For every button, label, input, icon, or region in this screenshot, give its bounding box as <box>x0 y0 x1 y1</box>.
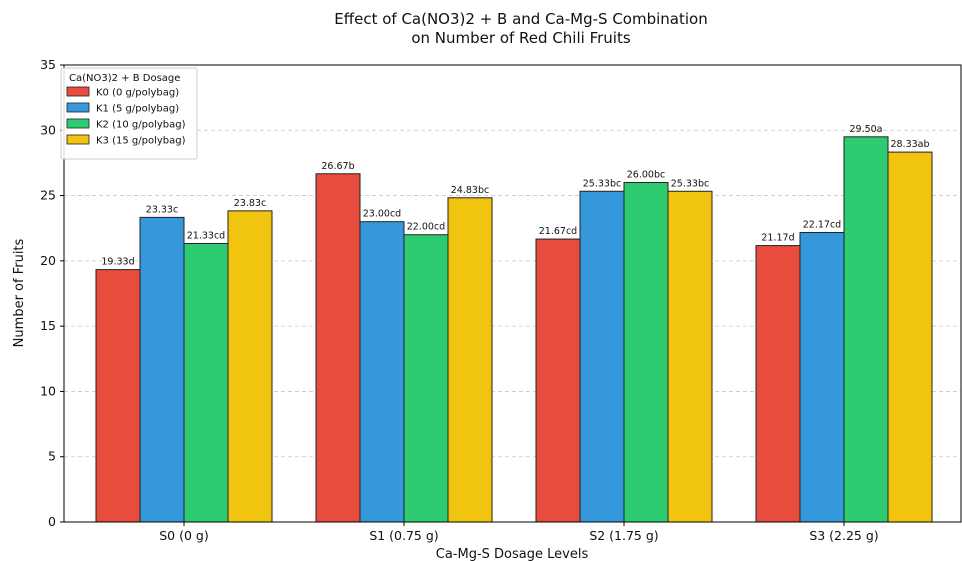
legend-swatch <box>66 118 90 129</box>
y-tick-label: 10 <box>40 383 56 398</box>
bar-value-label: 29.50a <box>849 124 882 135</box>
legend-entry: K0 (0 g/polybag) <box>96 88 179 99</box>
y-tick-label: 35 <box>40 57 56 72</box>
bar <box>579 190 625 523</box>
legend-title: Ca(NO3)2 + B Dosage <box>69 73 180 84</box>
bar-value-label: 26.67b <box>321 161 354 172</box>
bar <box>447 197 493 523</box>
x-axis-label: Ca-Mg-S Dosage Levels <box>436 547 589 561</box>
bar-value-label: 21.33cd <box>187 230 225 241</box>
bar-value-label: 22.17cd <box>803 220 841 231</box>
bar <box>535 238 581 523</box>
bar-value-label: 19.33d <box>101 257 134 268</box>
bar <box>227 210 273 523</box>
y-tick-label: 25 <box>40 188 56 203</box>
bar <box>403 234 449 523</box>
y-tick-label: 15 <box>40 318 56 333</box>
bar <box>799 232 845 523</box>
legend-box <box>60 67 198 160</box>
bar <box>183 242 229 523</box>
legend-entry: K3 (15 g/polybag) <box>96 136 186 147</box>
y-tick-label: 30 <box>40 122 56 137</box>
x-tick-label: S0 (0 g) <box>159 528 208 543</box>
legend-swatch <box>66 86 90 97</box>
bar <box>755 245 801 523</box>
bar <box>139 216 185 523</box>
bar-value-label: 23.83c <box>234 198 266 209</box>
y-tick-label: 20 <box>40 253 56 268</box>
bar-value-label: 25.33bc <box>671 178 709 189</box>
plot-frame <box>63 64 962 523</box>
bar-value-label: 21.67cd <box>539 226 577 237</box>
bar-value-label: 28.33ab <box>890 139 929 150</box>
bar <box>315 173 361 523</box>
x-tick-label: S2 (1.75 g) <box>589 528 658 543</box>
bar <box>359 221 405 523</box>
bar <box>667 190 713 523</box>
bar-value-label: 26.00bc <box>627 170 665 181</box>
legend: Ca(NO3)2 + B Dosage K0 (0 g/polybag) K1 (… <box>60 67 198 160</box>
bar <box>843 136 889 523</box>
y-tick-label: 0 <box>48 514 56 529</box>
bar-value-label: 21.17d <box>761 233 794 244</box>
legend-entry: K2 (10 g/polybag) <box>96 120 186 131</box>
bar-value-label: 24.83bc <box>451 185 489 196</box>
bar-value-label: 23.00cd <box>363 209 401 220</box>
bar <box>887 151 933 523</box>
bar <box>623 182 669 523</box>
y-tick-label: 5 <box>48 449 56 464</box>
bar-value-label: 23.33c <box>146 204 178 215</box>
chart-title-line-1: Effect of Ca(NO3)2 + B and Ca-Mg-S Combi… <box>334 10 707 28</box>
legend-entry: K1 (5 g/polybag) <box>96 104 179 115</box>
legend-swatch <box>66 134 90 145</box>
chart-title-line-2: on Number of Red Chili Fruits <box>411 29 630 47</box>
bar-value-label: 22.00cd <box>407 222 445 233</box>
legend-swatch <box>66 102 90 113</box>
x-tick-label: S1 (0.75 g) <box>369 528 438 543</box>
bar <box>95 269 141 523</box>
x-tick-label: S3 (2.25 g) <box>809 528 878 543</box>
bar-value-label: 25.33bc <box>583 178 621 189</box>
y-axis-label: Number of Fruits <box>12 238 27 347</box>
